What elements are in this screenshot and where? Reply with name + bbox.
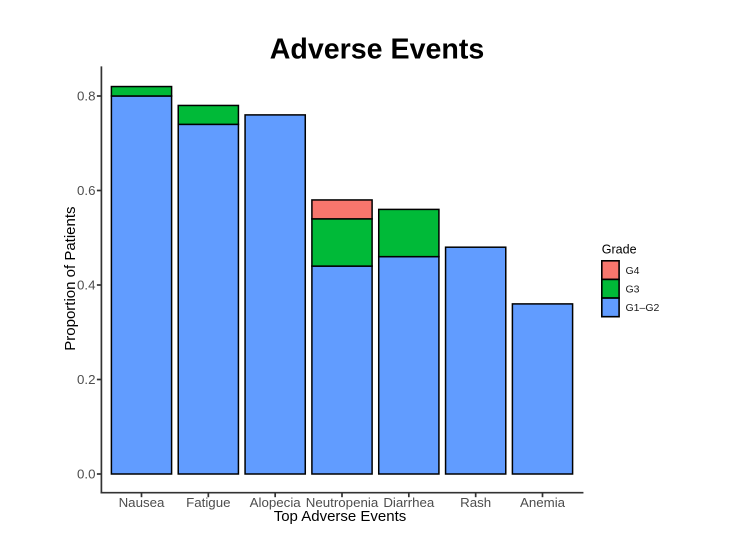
svg-text:Nausea: Nausea	[119, 495, 165, 510]
svg-text:0.0: 0.0	[77, 467, 96, 482]
svg-text:Rash: Rash	[460, 495, 491, 510]
svg-text:Top Adverse Events: Top Adverse Events	[274, 508, 407, 525]
svg-text:0.6: 0.6	[77, 183, 96, 198]
svg-text:Grade: Grade	[602, 243, 637, 257]
svg-text:Adverse Events: Adverse Events	[270, 33, 485, 65]
svg-text:0.8: 0.8	[77, 89, 96, 104]
svg-text:Neutropenia: Neutropenia	[306, 495, 379, 510]
svg-text:Alopecia: Alopecia	[250, 495, 302, 510]
svg-text:G3: G3	[626, 284, 640, 296]
svg-text:G1–G2: G1–G2	[626, 302, 660, 314]
svg-text:G4: G4	[626, 265, 640, 277]
svg-text:Diarrhea: Diarrhea	[383, 495, 435, 510]
svg-text:0.4: 0.4	[77, 278, 96, 293]
svg-text:0.2: 0.2	[77, 372, 96, 387]
svg-text:Fatigue: Fatigue	[186, 495, 230, 510]
svg-text:Proportion of Patients: Proportion of Patients	[62, 206, 79, 350]
svg-text:Anemia: Anemia	[520, 495, 566, 510]
